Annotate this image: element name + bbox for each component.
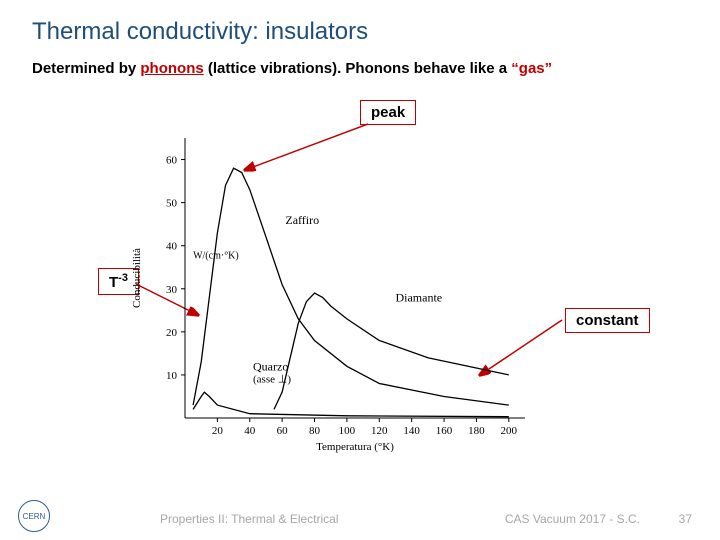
footer-right: CAS Vacuum 2017 - S.C. — [505, 512, 640, 526]
footer-left: Properties II: Thermal & Electrical — [160, 512, 339, 526]
footer: CERN Properties II: Thermal & Electrical… — [0, 502, 720, 540]
slide-number: 37 — [679, 512, 692, 526]
arrow-peak — [0, 0, 720, 540]
cern-logo: CERN — [18, 500, 50, 532]
